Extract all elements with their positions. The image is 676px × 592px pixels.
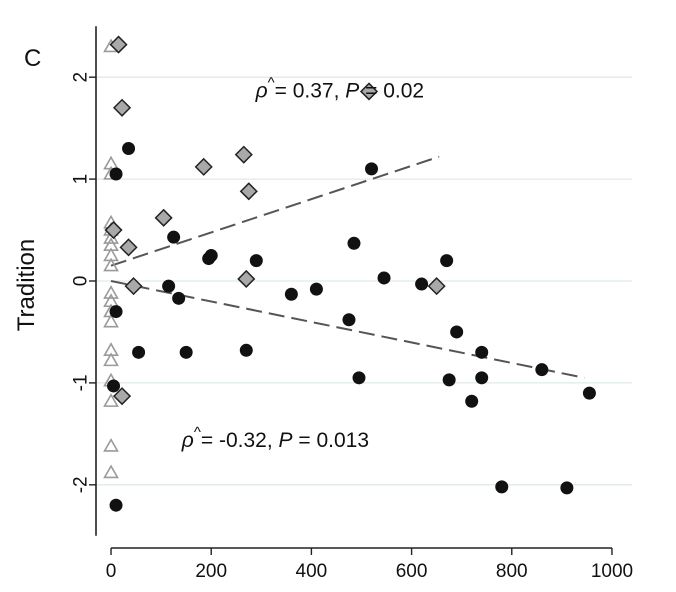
circle-point (560, 481, 574, 495)
diamond-point (154, 208, 173, 227)
circle-point (179, 345, 193, 359)
circle-point (249, 254, 263, 268)
circle-point (415, 277, 429, 291)
triangle-point (103, 352, 119, 367)
diamond-point (109, 35, 128, 54)
circle-point (582, 386, 596, 400)
rho-hat: ^ (268, 74, 275, 91)
diamond-point (194, 157, 213, 176)
circle-point (495, 480, 509, 494)
circle-point (352, 371, 366, 385)
circle-point (162, 279, 176, 293)
y-tick-label: -1 (71, 374, 92, 391)
circle-point (475, 345, 489, 359)
x-tick-label: 600 (396, 561, 428, 582)
diamond-point (427, 277, 446, 296)
triangle-point (103, 393, 119, 407)
correlation-annotation-upper: ρ^= 0.37, P = 0.02 (255, 74, 425, 102)
rho-symbol: ρ (255, 79, 268, 102)
circle-point (442, 373, 456, 387)
diamond-point (239, 182, 258, 201)
circle-point (475, 371, 489, 385)
circle-point (109, 167, 123, 181)
y-tick-label: 1 (71, 174, 92, 185)
x-tick-label: 200 (195, 561, 227, 582)
diamond-point (112, 98, 132, 117)
triangle-point (103, 313, 119, 328)
x-tick-label: 0 (106, 561, 117, 582)
rho-hat: ^ (194, 424, 201, 441)
x-tick-label: 1000 (591, 561, 633, 582)
trend-line (110, 155, 440, 267)
rho-symbol: ρ (181, 429, 194, 452)
circle-point (365, 162, 379, 176)
triangle-point (103, 437, 119, 452)
triangle-point (103, 257, 119, 272)
correlation-annotation-lower: ρ^= -0.32, P = 0.013 (181, 424, 369, 452)
circle-point (284, 287, 298, 301)
circle-point (167, 230, 181, 244)
circle-point (450, 325, 464, 339)
diamond-point (237, 269, 256, 289)
triangle-point (103, 464, 119, 479)
panel-label: C (24, 45, 41, 72)
p-symbol: P (279, 429, 293, 452)
circle-point (107, 379, 121, 393)
diamond-point (112, 387, 132, 406)
circle-point (109, 498, 123, 512)
grid-lines (96, 76, 632, 486)
circle-point (377, 271, 391, 285)
p-value: = 0.013 (293, 429, 369, 452)
y-tick-label: 2 (71, 72, 92, 83)
circle-point (342, 313, 356, 327)
diamond-point (124, 277, 143, 296)
y-axis-label: Tradition (13, 239, 40, 331)
diamond-point (359, 82, 379, 101)
circle-point (132, 345, 146, 359)
data-points (103, 35, 596, 512)
circle-point (172, 291, 186, 305)
y-tick-label: 0 (71, 276, 92, 287)
triangle-point (103, 285, 119, 299)
rho-value: = -0.32, (201, 429, 279, 452)
circle-point (465, 394, 479, 408)
circle-point (347, 236, 361, 250)
y-tick-label: -2 (71, 476, 92, 493)
circle-point (239, 343, 253, 357)
circle-point (440, 254, 454, 268)
rho-value: = 0.37, (275, 79, 346, 102)
trend-line (110, 280, 585, 379)
circle-point (309, 282, 323, 296)
circle-point (204, 249, 218, 263)
trend-lines (110, 155, 585, 379)
circle-point (109, 305, 123, 319)
diamond-point (104, 220, 123, 240)
circle-point (122, 142, 136, 156)
p-symbol: P (345, 79, 359, 102)
x-tick-label: 400 (296, 561, 328, 582)
diamond-point (234, 145, 253, 164)
diamond-point (119, 238, 138, 257)
p-value: = 0.02 (359, 79, 424, 102)
x-tick-label: 800 (496, 561, 528, 582)
circle-point (535, 363, 549, 377)
axis-ticks: 0 200 400 600 800 1000 -2 -1 0 1 2 (71, 72, 633, 582)
